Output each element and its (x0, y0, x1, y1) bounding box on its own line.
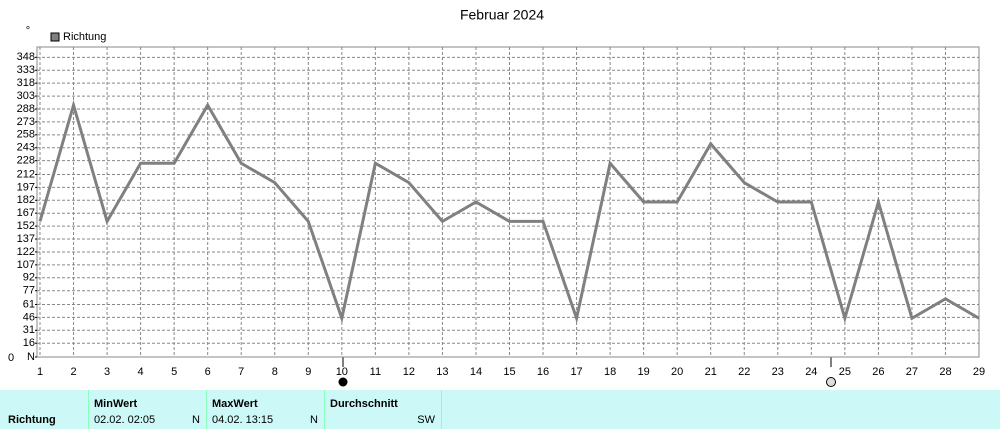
chart: Februar 2024 ° 0 N1631466177921071221371… (8, 7, 985, 387)
y-tick-label: N (27, 351, 35, 363)
y-tick-label: 61 (23, 298, 35, 310)
x-tick-label: 9 (305, 366, 311, 378)
x-tick-label: 20 (671, 366, 683, 378)
y-tick-label: 303 (17, 90, 35, 102)
y-unit: ° (26, 25, 30, 37)
x-tick-label: 7 (238, 366, 244, 378)
max-marker (826, 377, 836, 387)
x-tick-label: 3 (104, 366, 110, 378)
x-tick-label: 27 (906, 366, 918, 378)
col-header: Durchschnitt (330, 398, 398, 410)
y-tick-label: 273 (17, 116, 35, 128)
x-tick-label: 14 (470, 366, 482, 378)
x-tick-label: 5 (171, 366, 177, 378)
x-tick-label: 4 (138, 366, 144, 378)
y-tick-label: 182 (17, 194, 35, 206)
col-header: MinWert (94, 398, 138, 410)
x-tick-label: 24 (805, 366, 817, 378)
series-line (38, 99, 980, 324)
col-value: N (192, 414, 200, 426)
x-tick-label: 8 (272, 366, 278, 378)
y-tick-label: 258 (17, 129, 35, 141)
y-tick-label: 212 (17, 168, 35, 180)
x-tick-label: 29 (973, 366, 985, 378)
col-value: N (310, 414, 318, 426)
y-tick-label: 333 (17, 64, 35, 76)
x-tick-label: 22 (738, 366, 750, 378)
col-time: 04.02. 13:15 (212, 414, 274, 426)
y-tick-label: 197 (17, 181, 35, 193)
row-label: Richtung (8, 414, 56, 426)
stats-col: MinWert 02.02. 02:05 N (88, 390, 206, 429)
chart-title: Februar 2024 (460, 7, 544, 23)
stats-col: Durchschnitt SW (324, 390, 442, 429)
legend-label: Richtung (63, 31, 106, 43)
stats-table: Richtung MinWert 02.02. 02:05 N MaxWert … (0, 390, 1000, 429)
y-tick-label: 16 (23, 337, 35, 349)
x-tick-label: 17 (570, 366, 582, 378)
legend-swatch (50, 32, 60, 42)
y-tick-label: 152 (17, 220, 35, 232)
y-tick-label: 92 (23, 272, 35, 284)
x-tick-label: 1 (37, 366, 43, 378)
y-tick-label: 137 (17, 233, 35, 245)
x-tick-label: 25 (839, 366, 851, 378)
x-tick-label: 28 (939, 366, 951, 378)
col-time: 02.02. 02:05 (94, 414, 156, 426)
min-marker (338, 377, 348, 387)
y-tick-label: 288 (17, 103, 35, 115)
y-tick-label: 77 (23, 285, 35, 297)
stats-col: MaxWert 04.02. 13:15 N (206, 390, 324, 429)
y-tick-label: 228 (17, 155, 35, 167)
x-tick-label: 2 (70, 366, 76, 378)
y-tick-label: 122 (17, 246, 35, 258)
x-tick-label: 13 (436, 366, 448, 378)
x-tick-label: 23 (772, 366, 784, 378)
x-tick-label: 18 (604, 366, 616, 378)
corner-label: 0 (8, 352, 14, 364)
y-tick-label: 107 (17, 259, 35, 271)
x-tick-label: 12 (403, 366, 415, 378)
x-tick-label: 15 (503, 366, 515, 378)
x-tick-label: 16 (537, 366, 549, 378)
x-tick-label: 26 (872, 366, 884, 378)
col-header: MaxWert (212, 398, 258, 410)
x-tick-label: 6 (205, 366, 211, 378)
x-tick-label: 19 (638, 366, 650, 378)
x-tick-label: 11 (370, 366, 381, 378)
col-value: SW (417, 414, 435, 426)
y-tick-label: 167 (17, 207, 35, 219)
y-tick-label: 348 (17, 51, 35, 63)
y-tick-label: 31 (23, 324, 35, 336)
x-tick-label: 21 (705, 366, 717, 378)
y-tick-label: 243 (17, 142, 35, 154)
plot-frame (36, 46, 980, 358)
y-tick-label: 46 (23, 311, 35, 323)
x-tick-label: 10 (336, 366, 348, 378)
y-tick-label: 318 (17, 77, 35, 89)
